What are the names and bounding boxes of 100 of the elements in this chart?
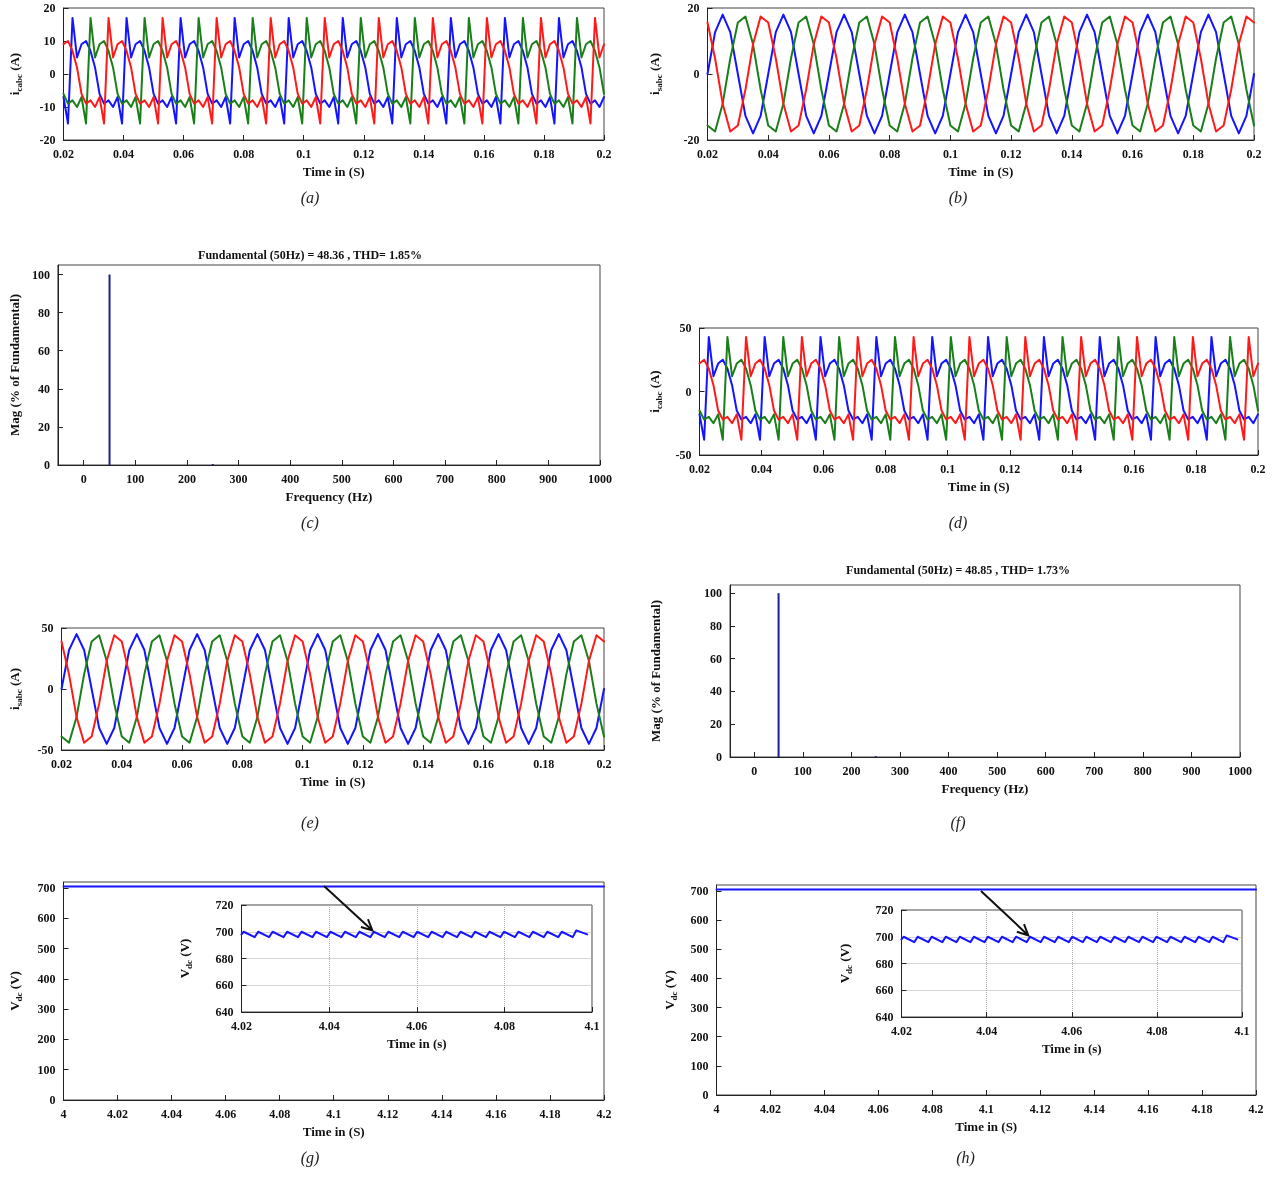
text: (h) (955, 1149, 976, 1167)
x-tick-label: 800 (1133, 764, 1152, 778)
y-tick-label: 720 (215, 898, 234, 912)
x-tick-label: 0.18 (1182, 147, 1204, 161)
y-tick-label: 700 (690, 883, 709, 898)
x-tick-label: 0.02 (51, 757, 72, 771)
x-tick-label: 700 (1085, 764, 1104, 778)
x-tick-label: 0.2 (1250, 462, 1266, 476)
x-axis-title: Time in (S) (300, 773, 366, 789)
x-axis-title: Time in (s) (386, 1035, 447, 1051)
y-axis-title: Vdc (V) (7, 971, 24, 1011)
x-tick-label: 4.08 (1146, 1024, 1168, 1038)
x-tick-label: 4.18 (1191, 1102, 1213, 1116)
x-axis-title: Frequency (Hz) (941, 780, 1029, 796)
x-tick-label: 500 (988, 764, 1007, 778)
y-tick-label: 40 (710, 684, 722, 699)
y-axis-title: Vdc (V) (662, 970, 679, 1010)
x-tick-label: 0.14 (1061, 147, 1083, 161)
x-tick-label: 0.1 (295, 757, 311, 771)
y-tick-label: 500 (690, 942, 709, 957)
x-tick-label: 500 (332, 472, 351, 486)
y-tick-label: 20 (687, 1, 700, 15)
x-tick-label: 4 (713, 1102, 720, 1116)
x-tick-label: 100 (793, 764, 812, 778)
y-axis-title: Vdc (V) (177, 938, 194, 979)
x-tick-label: 700 (436, 472, 455, 486)
x-tick-label: 0.14 (1061, 462, 1083, 476)
x-tick-label: 4 (60, 1107, 67, 1121)
x-axis-title: Time in (S) (955, 1118, 1018, 1134)
x-tick-label: 0.06 (173, 147, 195, 161)
x-tick-label: 0.12 (1000, 147, 1022, 161)
x-tick-label: 0.02 (697, 147, 718, 161)
y-axis-title: Vdc (V) (837, 943, 854, 984)
y-axis-title: icabc (A) (7, 52, 24, 96)
y-tick-label: -10 (39, 100, 56, 114)
x-tick-label: 0.04 (113, 147, 135, 161)
text: (c) (300, 514, 320, 532)
x-tick-label: 0.1 (942, 147, 958, 161)
x-tick-label: 0.18 (1185, 462, 1207, 476)
x-tick-label: 0.1 (940, 462, 956, 476)
x-tick-label: 4.16 (1137, 1102, 1159, 1116)
y-axis-title: Mag (% of Fundamental) (648, 600, 663, 742)
x-tick-label: 0.06 (171, 757, 193, 771)
x-tick-label: 4.12 (1029, 1102, 1051, 1116)
x-tick-label: 1000 (1228, 764, 1252, 778)
x-tick-label: 0.12 (999, 462, 1021, 476)
y-tick-label: 0 (47, 682, 54, 696)
x-axis-title: Time in (S) (302, 1123, 365, 1139)
y-tick-label: 660 (875, 983, 894, 998)
y-tick-label: 0 (693, 67, 700, 81)
x-tick-label: 4.14 (431, 1107, 453, 1121)
x-tick-label: 4.2 (596, 1107, 612, 1121)
x-tick-label: 0.12 (353, 147, 375, 161)
y-tick-label: 600 (690, 913, 709, 927)
x-tick-label: 0.08 (231, 757, 253, 771)
y-tick-label: 100 (31, 267, 50, 282)
x-tick-label: 4.02 (759, 1102, 781, 1116)
chart-title: Fundamental (50Hz) = 48.85 , THD= 1.73% (846, 563, 1070, 577)
x-tick-label: 0.02 (53, 147, 74, 161)
x-axis-title: Time in (s) (1041, 1040, 1102, 1056)
y-axis-title: Mag (% of Fundamental) (7, 294, 22, 436)
x-tick-label: 0.02 (689, 462, 710, 476)
y-tick-label: 700 (37, 881, 56, 896)
x-tick-label: 0.16 (472, 757, 494, 771)
y-tick-label: 680 (875, 956, 894, 971)
x-tick-label: 4.06 (867, 1102, 889, 1116)
line-series (62, 16, 605, 125)
text: (f) (949, 814, 967, 832)
x-tick-label: 4.1 (584, 1019, 600, 1033)
x-tick-label: 0.14 (412, 757, 434, 771)
line-series (900, 934, 1239, 944)
y-tick-label: 80 (37, 305, 50, 320)
y-axis-title: isabc (A) (647, 53, 664, 95)
chart-title: Fundamental (50Hz) = 48.36 , THD= 1.85% (198, 248, 422, 262)
x-tick-label: 4.08 (921, 1102, 943, 1116)
x-tick-label: 200 (842, 764, 861, 778)
x-tick-label: 900 (539, 472, 558, 486)
y-tick-label: 400 (37, 971, 56, 986)
x-tick-label: 4.1 (978, 1102, 994, 1116)
x-tick-label: 0.16 (1123, 462, 1145, 476)
x-tick-label: 600 (1036, 764, 1055, 778)
x-tick-label: 4.16 (485, 1107, 507, 1121)
x-tick-label: 4.14 (1083, 1102, 1105, 1116)
text: (b) (947, 189, 969, 207)
y-tick-label: 400 (690, 971, 709, 986)
x-tick-label: 0.06 (818, 147, 840, 161)
x-tick-label: 900 (1182, 764, 1201, 778)
x-tick-label: 0.18 (533, 757, 555, 771)
y-tick-label: 640 (875, 1010, 894, 1024)
x-tick-label: 0.04 (751, 462, 773, 476)
x-axis-title: Time in (S) (948, 163, 1014, 179)
x-tick-label: 4.04 (318, 1019, 340, 1033)
x-tick-label: 0.04 (757, 147, 779, 161)
line-series (240, 929, 589, 939)
y-tick-label: 100 (690, 1058, 709, 1073)
x-tick-label: 4.06 (215, 1107, 237, 1121)
text: (d) (947, 514, 969, 532)
text: (a) (299, 189, 321, 207)
x-tick-label: 0.2 (1246, 147, 1262, 161)
x-tick-label: 800 (487, 472, 506, 486)
